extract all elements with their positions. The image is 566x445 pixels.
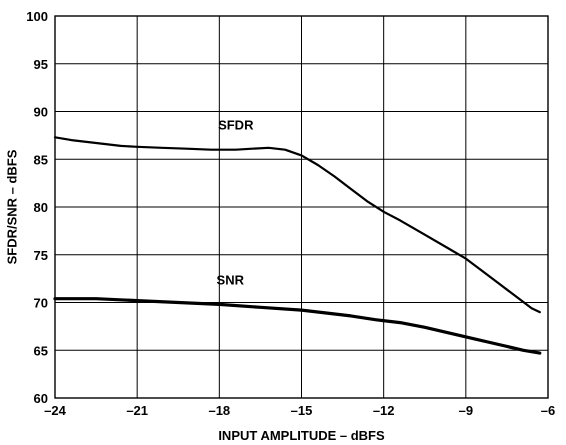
y-tick-label: 85 — [34, 152, 48, 167]
y-tick-label: 75 — [34, 248, 48, 263]
y-tick-label: 65 — [34, 343, 48, 358]
y-tick-label: 90 — [34, 105, 48, 120]
x-tick-label: –24 — [44, 403, 66, 418]
x-tick-label: –9 — [459, 403, 473, 418]
x-tick-label: –18 — [208, 403, 230, 418]
grid — [54, 15, 549, 399]
plot-frame — [54, 15, 549, 399]
x-tick-label: –6 — [541, 403, 555, 418]
y-tick-label: 95 — [34, 57, 48, 72]
annotation-layer: SFDR SNR — [217, 118, 255, 288]
y-tick-label: 80 — [34, 200, 48, 215]
series-line-sfdr — [53, 136, 541, 314]
y-tick-label: 70 — [34, 296, 48, 311]
series-layer — [53, 136, 542, 355]
y-axis-title: SFDR/SNR – dBFS — [4, 149, 19, 264]
x-tick-label: –12 — [373, 403, 395, 418]
series-line-snr — [53, 297, 542, 355]
series-label-sfdr: SFDR — [218, 118, 254, 133]
series-label-snr: SNR — [217, 272, 245, 287]
y-axis-ticks: 60 65 70 75 80 85 90 95 100 — [26, 9, 48, 406]
x-tick-label: –21 — [126, 403, 148, 418]
x-tick-label: –15 — [291, 403, 313, 418]
y-tick-label: 100 — [26, 9, 48, 24]
x-axis-title: INPUT AMPLITUDE – dBFS — [218, 428, 385, 443]
y-tick-label: 60 — [34, 391, 48, 406]
x-axis-ticks: –24 –21 –18 –15 –12 –9 –6 — [44, 403, 555, 418]
